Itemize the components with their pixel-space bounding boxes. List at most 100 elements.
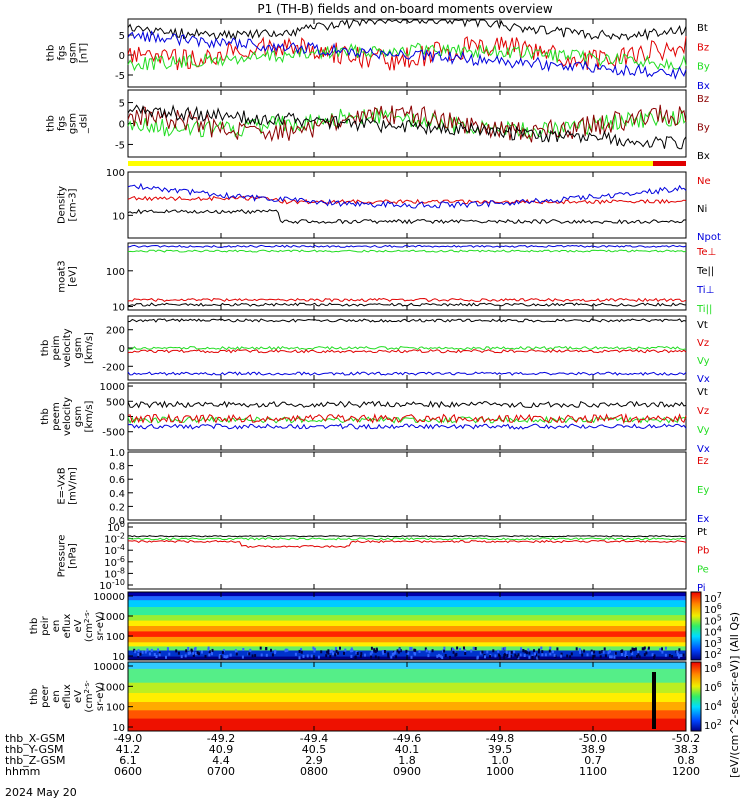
y-tick-label: 500 [106,397,125,408]
spectrogram-noise [226,654,229,658]
series-line [127,36,687,71]
spectrogram-noise [645,651,648,655]
spectrogram-noise [286,648,289,652]
spectrogram-noise [534,652,536,656]
series-line [128,537,687,541]
spectrogram-noise [436,654,439,658]
y-axis-label: en [51,620,62,633]
y-tick-label: 0 [119,344,125,355]
spectrogram-noise [537,650,540,654]
spectrogram-noise [259,646,262,650]
spectrogram-noise [643,653,646,657]
date-label: 2024 May 20 [5,786,77,799]
legend-entry: Vz [697,338,709,349]
x-tick-label: 40.1 [395,743,420,756]
spectrogram-noise [177,651,180,655]
y-axis-label: thb [29,688,40,705]
spectrogram-noise [300,648,303,652]
series-line [127,413,687,425]
y-axis-label: gsm [73,337,84,358]
series-line [127,244,687,248]
y-axis-label: peim [51,335,62,360]
spectrogram-noise [195,652,197,656]
spectrogram-noise [541,653,544,657]
colorbar-tick-label: 107 [704,591,722,605]
spectrogram-noise [428,650,431,654]
legend-entry: Pb [697,546,709,557]
y-tick-label: 100 [106,703,125,714]
series-line [127,208,687,225]
x-axis-block: thb_X-GSM -49.0 -49.2 -49.4 -49.6 -49.8 -50.0 -… [5,732,700,778]
spectrogram-noise [360,652,363,656]
legend-entry: Bx [697,151,710,162]
spectrogram-noise [598,650,601,654]
spectrogram-noise [609,649,611,653]
spectrogram-band [128,620,686,627]
y-tick-label: 10-4 [104,543,125,557]
spectrogram-noise [302,654,305,658]
x-tick-label: 4.4 [212,754,230,767]
spectrogram-noise [184,654,187,658]
y-axis-label: [km/s] [84,332,95,364]
spectrogram-noise [637,650,640,654]
spectrogram-noise [452,650,455,654]
spectrogram-noise [643,646,646,650]
spectrogram-noise [642,647,645,651]
legend-entry: Te|| [696,266,714,277]
y-tick-label: -5 [115,71,125,82]
spectrogram-noise [443,649,446,653]
spectrogram-noise [609,655,611,659]
legend-entry: Ez [697,456,709,467]
spectrogram-noise [235,650,238,654]
spectrogram-noise [364,653,366,657]
spectrogram-noise [525,651,528,655]
spectrogram-noise [464,652,467,655]
spectrogram-band [128,642,686,647]
spectrogram-noise [329,650,332,654]
spectrogram-noise [356,652,359,655]
spectrogram-noise [438,653,440,657]
spectrogram-noise [444,654,447,657]
panel-electron_spectrogram: 10000 1000 100 10 thb peer en eflux eV (cm2-s-sr-… [29,661,687,734]
spectrogram-noise [678,648,681,652]
spectrogram-noise [682,653,685,657]
spectrogram-noise [560,654,563,658]
spectrogram-noise [165,655,167,659]
spectrogram-noise [218,655,221,659]
series-line [127,423,687,430]
spectrogram-noise [601,650,604,654]
spectrogram-noise [636,655,639,658]
series-line [127,318,687,323]
legend-entry: Ti⊥ [696,285,714,296]
spectrogram-noise [196,651,199,655]
spectrogram-noise [664,646,667,650]
spectrogram-noise [536,656,539,660]
legend-entry: Bt [697,23,708,34]
spectrogram-noise [522,649,525,653]
spectrogram-noise [190,648,193,652]
y-axis-label: eV [73,690,84,703]
spectrogram-noise [158,653,161,657]
spectrogram-noise [381,650,384,653]
spectrogram-noise [631,647,634,651]
spectrogram-noise [349,649,352,653]
spectrogram-noise [204,654,207,658]
x-axis-row-label: thb_Z-GSM [5,754,65,767]
spectrogram-noise [339,646,341,650]
spectrogram-noise [613,655,616,659]
spectrogram-noise [249,648,252,652]
spectrogram-noise [538,648,541,652]
y-tick-label: 100 [106,632,125,643]
spectrogram-noise [208,650,211,654]
spectrogram-noise [377,656,380,660]
spectrogram-noise [234,649,237,653]
series-line [127,195,687,205]
spectrogram-noise [664,653,667,657]
y-axis-label: [nPa] [68,543,79,569]
spectrogram-noise [631,652,634,655]
spectrogram-noise [537,655,540,659]
spectrogram-noise [607,651,610,655]
y-axis-label: fgs [57,45,68,60]
spectrogram-noise [489,655,491,659]
spectrogram-noise [549,646,552,650]
